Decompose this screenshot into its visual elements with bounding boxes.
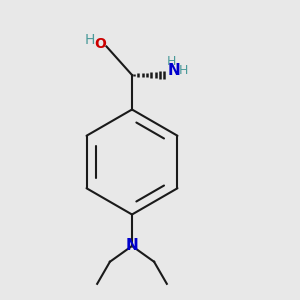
Text: N: N [168,63,180,78]
Text: H: H [178,64,188,77]
Text: H: H [85,34,95,47]
Text: H: H [166,55,176,68]
Text: O: O [94,37,106,50]
Text: N: N [126,238,138,253]
